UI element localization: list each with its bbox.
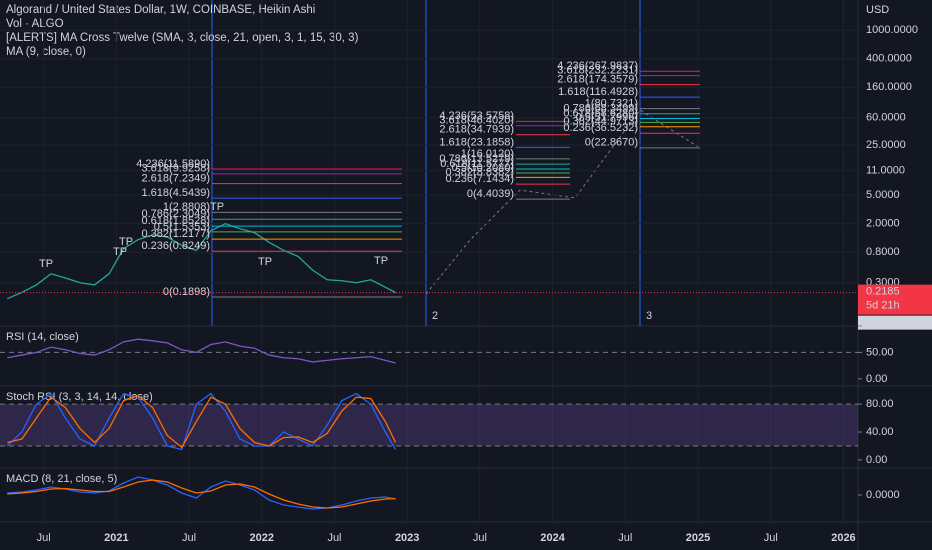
y-tick-label: 2.0000 <box>866 218 900 230</box>
fib-label: 0(22.8670) <box>585 137 638 149</box>
fib-label: 3.618(232.2231) <box>557 65 638 77</box>
tp-label: TP <box>119 236 133 248</box>
x-tick-label: Jul <box>182 532 196 544</box>
tp-label: TP <box>113 246 127 258</box>
fib-label: 0.5(51.7996) <box>576 111 638 123</box>
fib-label: 1.618(116.4928) <box>558 86 638 98</box>
fib-label: 0.5(10.2080) <box>452 162 514 174</box>
x-tick-label: 2022 <box>250 532 274 544</box>
indicator-title: RSI (14, close) <box>6 331 79 343</box>
ma-price-box <box>858 315 932 330</box>
price-line <box>7 222 396 300</box>
y-tick-label: 80.00 <box>866 398 894 410</box>
fib-label: 2.618(174.3579) <box>557 74 638 86</box>
indicator-title: MACD (8, 21, close, 5) <box>6 473 117 485</box>
x-tick-label: 2021 <box>104 532 128 544</box>
y-tick-label: 0.00 <box>866 454 887 466</box>
fib-label: 3.618(46.4020) <box>439 115 514 127</box>
fib-label: 0.618(11.5777) <box>440 158 514 170</box>
fib-label: 0.236(0.8249) <box>142 240 211 252</box>
cycle-marker: 2 <box>432 310 438 322</box>
ma-price: 0.2161 <box>866 317 900 329</box>
x-tick-label: Jul <box>764 532 778 544</box>
tp-label: TP <box>210 201 224 213</box>
projection <box>425 109 701 295</box>
fib-label: 1(16.0120) <box>461 148 514 160</box>
fib-label: 0(0.1898) <box>163 286 210 298</box>
indicator-title: Stoch RSI (3, 3, 14, 14, close) <box>6 391 153 403</box>
x-tick-label: Jul <box>618 532 632 544</box>
stoch-band <box>0 404 858 446</box>
legend-line: [ALERTS] MA Cross Twelve (SMA, 3, close,… <box>6 32 359 44</box>
indicator-line <box>6 392 397 451</box>
last-price: 0.2185 <box>866 286 900 298</box>
x-tick-label: 2023 <box>395 532 419 544</box>
y-tick-label: 40.00 <box>866 426 894 438</box>
fib-label: 0.236(36.5232) <box>563 122 638 134</box>
indicator-line <box>7 395 397 449</box>
x-tick-label: Jul <box>327 532 341 544</box>
y-tick-label: 100.00 <box>866 320 900 332</box>
y-tick-label: 25.0000 <box>866 139 906 151</box>
fib-label: 0.786(13.5279) <box>439 153 514 165</box>
x-tick-label: 2024 <box>540 532 565 544</box>
fib-label: 0.618(1.8528) <box>142 215 211 227</box>
x-tick-label: 2026 <box>831 532 855 544</box>
tp-label: TP <box>258 256 272 268</box>
y-tick-label: 0.0000 <box>866 489 900 501</box>
y-tick-label: 60.0000 <box>866 112 906 124</box>
currency: USD <box>866 4 889 16</box>
fib-label: 1(80.7321) <box>585 97 638 109</box>
fib-label: 1.618(23.1858) <box>439 136 514 148</box>
tp-label: TP <box>39 258 53 270</box>
x-tick-label: Jul <box>473 532 487 544</box>
y-tick-label: 5.0000 <box>866 189 900 201</box>
legend-line: MA (9, close, 0) <box>6 46 86 58</box>
y-tick-label: 400.0000 <box>866 53 912 65</box>
tp-label: TP <box>374 255 388 267</box>
fib-label: 0(4.4039) <box>467 188 514 200</box>
fib-label: 4.236(267.9837) <box>557 60 638 72</box>
last-price-box <box>858 284 932 315</box>
fib-label: 4.236(11.5890) <box>136 158 210 170</box>
fib-label: 3.618(9.9258) <box>142 163 211 175</box>
fib-label: 1.618(4.5439) <box>142 187 211 199</box>
fib-label: 2.618(34.7939) <box>439 124 514 136</box>
fib-label: 4.236(53.5758) <box>439 110 514 122</box>
indicator-line <box>7 338 396 364</box>
y-tick-label: 50.00 <box>866 346 894 358</box>
indicator-line <box>7 479 396 509</box>
x-tick-label: 2025 <box>686 532 710 544</box>
fib-label: 2.618(7.2349) <box>142 173 211 185</box>
y-tick-label: 11.0000 <box>866 165 905 177</box>
fib-label: 0.382(44.9713) <box>563 116 638 128</box>
fib-label: 0.382(8.8382) <box>446 166 515 178</box>
fib-label: 0.618(58.6280) <box>563 107 638 119</box>
y-tick-label: 0.00 <box>866 373 887 385</box>
fib-label: 0.5(1.5353) <box>154 221 210 233</box>
fib-label: 0.382(1.2177) <box>142 228 211 240</box>
x-tick-label: Jul <box>37 532 51 544</box>
fib-label: 0.236(7.1434) <box>446 173 515 185</box>
cycle-marker: 3 <box>646 310 652 322</box>
y-tick-label: 1000.0000 <box>866 24 918 36</box>
y-tick-label: 0.8000 <box>866 246 900 258</box>
y-tick-label: 160.0000 <box>866 81 912 93</box>
fib-label: 1(2.8808) <box>163 201 210 213</box>
symbol-title: Algorand / United States Dollar, 1W, COI… <box>6 4 315 16</box>
countdown: 5d 21h <box>866 300 900 312</box>
legend-line: Vol · ALGO <box>6 18 64 30</box>
fib-label: 0.786(68.3499) <box>563 103 638 115</box>
fib-label: 0.786(2.3049) <box>142 208 211 220</box>
